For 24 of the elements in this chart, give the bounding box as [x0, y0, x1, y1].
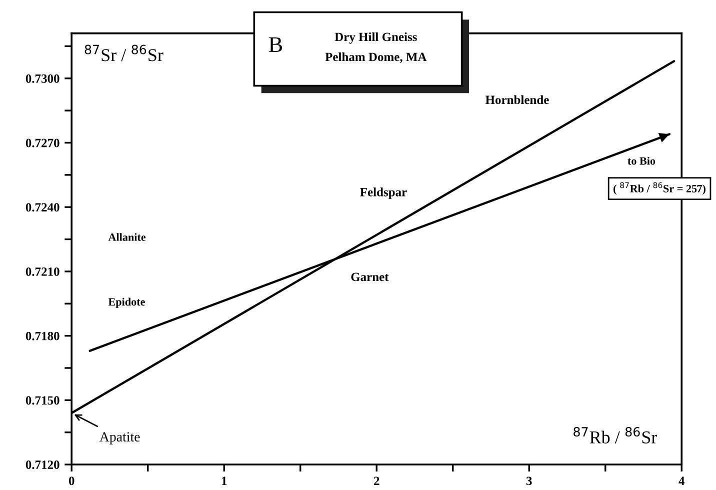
y-axis-title: $^{87}$Sr / $^{86}$Sr	[84, 44, 164, 62]
x-tick-label: 1	[222, 476, 227, 485]
annotation: Apatite	[100, 432, 140, 444]
x-tick-label: 0	[68, 476, 74, 486]
annotation: to Bio	[628, 156, 656, 165]
annotation: Feldspar	[360, 188, 407, 199]
y-tick-label: 0.7300	[26, 74, 60, 83]
x-axis-title: $^{87}$Rb / $^{86}$Sr	[574, 426, 658, 444]
y-tick-label: 0.7210	[26, 267, 60, 276]
annotation: ( $^{87}$Rb / $^{86}$Sr = 257)	[614, 182, 706, 195]
y-tick-label: 0.7240	[26, 203, 60, 212]
annotation: Allanite	[108, 233, 146, 241]
x-tick-label: 4	[678, 476, 685, 485]
y-tick-label: 0.7120	[26, 460, 60, 470]
y-tick-label: 0.7150	[26, 396, 60, 405]
x-tick-label: 2	[374, 476, 380, 485]
y-tick-label: 0.7180	[26, 332, 60, 340]
chart-title: B	[268, 37, 282, 52]
annotation: Epidote	[108, 298, 145, 308]
text: Dry Hill Gneiss Pelham Dome, MA	[325, 32, 427, 63]
x-tick-label: 3	[526, 476, 532, 486]
annotation: Garnet	[351, 272, 389, 282]
y-tick-label: 0.7270	[26, 138, 60, 148]
annotation: Hornblende	[485, 95, 549, 104]
